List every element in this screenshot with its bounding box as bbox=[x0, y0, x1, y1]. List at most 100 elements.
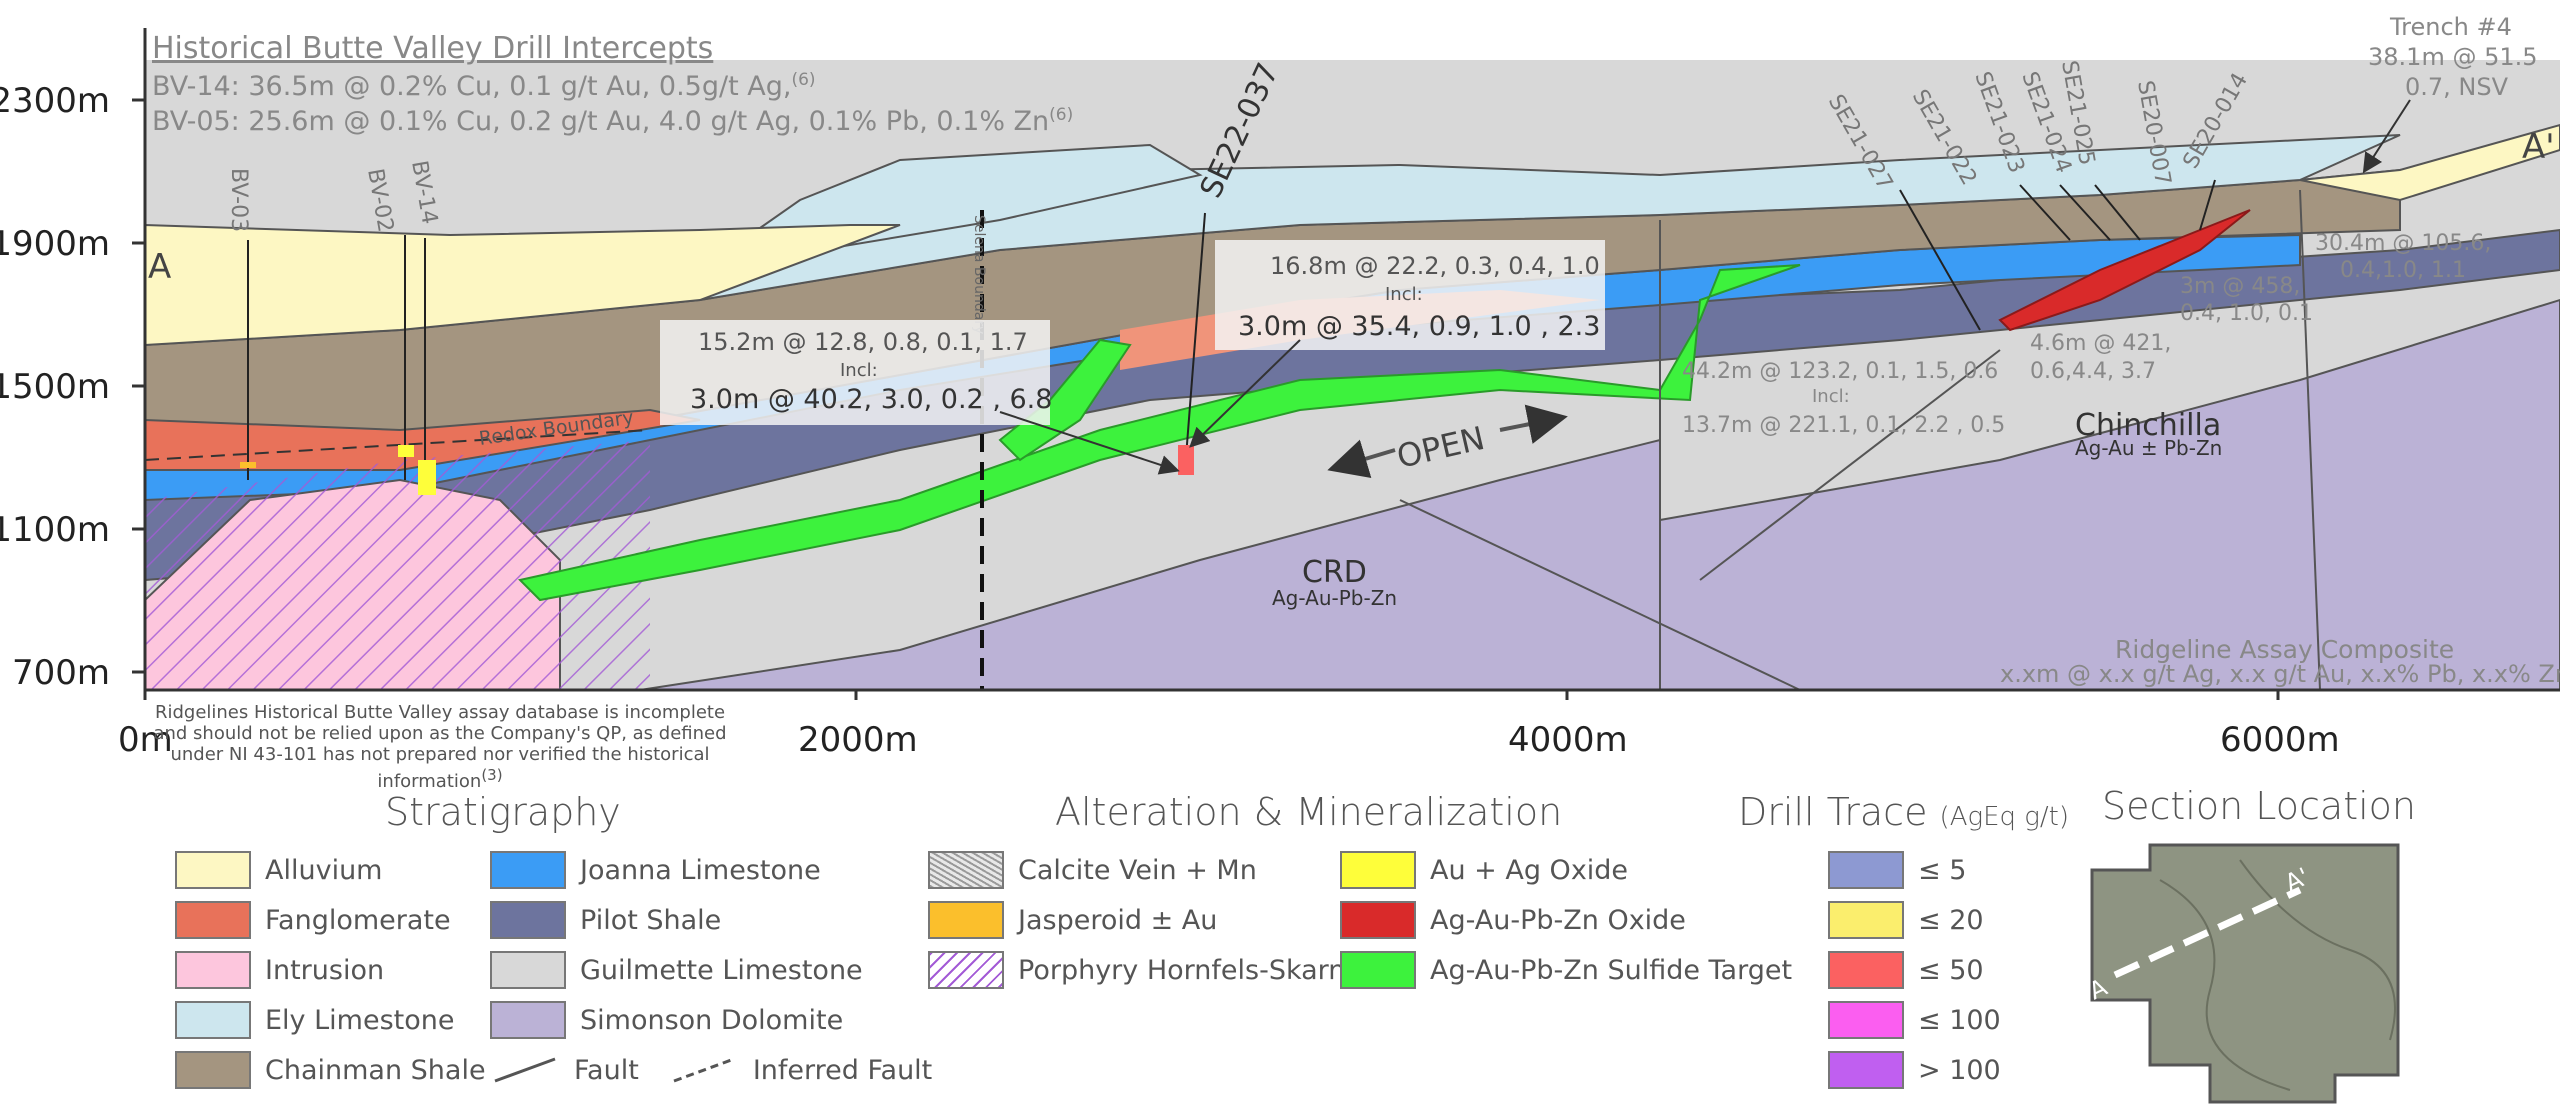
sulfide-target-zone bbox=[518, 264, 1801, 602]
geologic-cross-section: Selena Boundary Redox Boundary BV-03 BV-… bbox=[0, 13, 2560, 700]
legend-item-trace-5: ≤ 5 bbox=[1828, 850, 1966, 890]
intercept-box-b bbox=[1215, 240, 1605, 350]
x-tick-6000: 6000m bbox=[2220, 720, 2340, 760]
legend-swatch bbox=[490, 901, 566, 939]
porphyry-hornfels-skarn bbox=[145, 440, 650, 690]
intercept-a-line1: 15.2m @ 12.8, 0.8, 0.1, 1.7 bbox=[698, 328, 1028, 356]
intercept-f-line1: 30.4m @ 105.6, bbox=[2315, 231, 2491, 256]
intercept-e-line1: 3m @ 458, bbox=[2180, 274, 2300, 299]
legend-swatch bbox=[1340, 851, 1416, 889]
x-axis-ticks bbox=[143, 690, 2280, 700]
legend-item-porphyry-hornfels-skarn: Porphyry Hornfels-Skarn bbox=[928, 950, 1345, 990]
legend-swatch bbox=[928, 851, 1004, 889]
trench-intercept-line1: 38.1m @ 51.5 bbox=[2368, 43, 2538, 71]
trench-label: Trench #4 bbox=[2389, 13, 2512, 41]
legend-swatch bbox=[175, 1051, 251, 1089]
legend-swatch bbox=[1828, 1001, 1904, 1039]
section-start-label: A bbox=[148, 247, 171, 287]
crd-sub-label: Ag-Au-Pb-Zn bbox=[1272, 586, 1397, 610]
chinchilla-label: Chinchilla bbox=[2075, 408, 2221, 443]
intercept-c-line1: 44.2m @ 123.2, 0.1, 1.5, 0.6 bbox=[1682, 359, 1998, 384]
fault-line-swatch bbox=[494, 1057, 556, 1083]
inferred-fault-line-swatch bbox=[673, 1057, 735, 1083]
legend-swatch bbox=[175, 951, 251, 989]
section-location-map: A A' bbox=[2090, 843, 2400, 1104]
legend-item-pilot-shale: Pilot Shale bbox=[490, 900, 721, 940]
header-title: Historical Butte Valley Drill Intercepts bbox=[152, 31, 713, 66]
intercept-b-leader bbox=[1189, 339, 1301, 448]
bv-03-assay bbox=[240, 462, 256, 468]
legend-item-fault: Fault Inferred Fault bbox=[490, 1050, 932, 1090]
legend-item-intrusion: Intrusion bbox=[175, 950, 384, 990]
header-line2: BV-05: 25.6m @ 0.1% Cu, 0.2 g/t Au, 4.0 … bbox=[152, 105, 1073, 137]
bv-14-assay bbox=[418, 460, 436, 495]
legend-swatch bbox=[490, 951, 566, 989]
intercept-b-line2: 3.0m @ 35.4, 0.9, 1.0 , 2.3 bbox=[1238, 311, 1600, 342]
header-line1: BV-14: 36.5m @ 0.2% Cu, 0.1 g/t Au, 0.5g… bbox=[152, 70, 816, 102]
fault-lines bbox=[1399, 189, 2321, 691]
intercept-b-line1: 16.8m @ 22.2, 0.3, 0.4, 1.0 bbox=[1270, 252, 1600, 280]
y-tick-1100: 1100m bbox=[0, 510, 110, 550]
legend-item-trace-50: ≤ 50 bbox=[1828, 950, 1984, 990]
legend-item-calcite-vein: Calcite Vein + Mn bbox=[928, 850, 1257, 890]
section-end-label: A' bbox=[2522, 127, 2555, 167]
y-axis-ticks bbox=[132, 98, 145, 674]
open-arrow-right bbox=[1499, 404, 1568, 444]
legend-swatch bbox=[490, 851, 566, 889]
legend-item-simonson-dolomite: Simonson Dolomite bbox=[490, 1000, 843, 1040]
ridgeline-assay-title: Ridgeline Assay Composite bbox=[2115, 635, 2454, 664]
x-tick-4000: 4000m bbox=[1508, 720, 1628, 760]
intercept-b-incl: Incl: bbox=[1385, 284, 1423, 305]
y-tick-700: 700m bbox=[12, 653, 110, 693]
trench-intercept-line2: 0.7, NSV bbox=[2405, 73, 2509, 101]
disclaimer-note: Ridgelines Historical Butte Valley assay… bbox=[153, 702, 727, 792]
intercept-d-line1: 4.6m @ 421, bbox=[2030, 331, 2171, 356]
intercept-e-line2: 0.4, 1.0, 0.1 bbox=[2180, 301, 2313, 326]
section-line bbox=[2113, 886, 2302, 979]
crd-label: CRD bbox=[1302, 555, 1367, 590]
x-tick-0: 0m bbox=[118, 720, 173, 760]
trench-leader bbox=[2362, 99, 2411, 174]
alluvium-unit bbox=[144, 223, 901, 347]
intercept-c-incl: Incl: bbox=[1812, 386, 1850, 407]
legend-swatch bbox=[928, 901, 1004, 939]
legend-item-fanglomerate: Fanglomerate bbox=[175, 900, 451, 940]
legend-swatch bbox=[1340, 901, 1416, 939]
y-tick-1500: 1500m bbox=[0, 367, 110, 407]
selena-boundary-label: Selena Boundary bbox=[971, 215, 987, 334]
chinchilla-sub-label: Ag-Au ± Pb-Zn bbox=[2075, 436, 2222, 460]
intercept-f-line2: 0.4,1.0, 1.1 bbox=[2340, 258, 2466, 283]
drill-holes bbox=[247, 179, 2216, 480]
legend-swatch bbox=[1828, 901, 1904, 939]
legend-stratigraphy-title: Stratigraphy bbox=[385, 790, 621, 834]
legend-item-trace-over-100: > 100 bbox=[1828, 1050, 2001, 1090]
legend-item-chainman-shale: Chainman Shale bbox=[175, 1050, 486, 1090]
x-tick-2000: 2000m bbox=[798, 720, 918, 760]
legend-swatch bbox=[1828, 1051, 1904, 1089]
alluvium-surface bbox=[2299, 123, 2560, 202]
legend-item-jasperoid: Jasperoid ± Au bbox=[928, 900, 1217, 940]
legend-section-location-title: Section Location bbox=[2102, 784, 2416, 828]
legend-item-joanna-limestone: Joanna Limestone bbox=[490, 850, 821, 890]
legend-item-alluvium: Alluvium bbox=[175, 850, 382, 890]
y-tick-1900: 1900m bbox=[0, 224, 110, 264]
legend-item-trace-20: ≤ 20 bbox=[1828, 900, 1984, 940]
bv-02-assay bbox=[398, 445, 414, 457]
legend-swatch bbox=[1340, 951, 1416, 989]
legend-swatch bbox=[175, 901, 251, 939]
legend-drill-trace-title: Drill Trace (AgEq g/t) bbox=[1738, 790, 2069, 834]
legend-item-trace-100: ≤ 100 bbox=[1828, 1000, 2001, 1040]
legend-swatch bbox=[928, 951, 1004, 989]
legend-item-sulfide-target: Ag-Au-Pb-Zn Sulfide Target bbox=[1340, 950, 1792, 990]
legend-swatch bbox=[490, 1001, 566, 1039]
oxide-zone-chinchilla bbox=[1998, 209, 2251, 332]
intercept-c-line2: 13.7m @ 221.1, 0.1, 2.2 , 0.5 bbox=[1682, 413, 2005, 438]
intercept-a-line2: 3.0m @ 40.2, 3.0, 0.2 , 6.8 bbox=[690, 384, 1052, 415]
legend-swatch bbox=[175, 851, 251, 889]
map-claim-outline bbox=[2090, 843, 2400, 1104]
legend-swatch bbox=[1828, 951, 1904, 989]
legend-item-ely-limestone: Ely Limestone bbox=[175, 1000, 454, 1040]
open-arrow-left bbox=[1327, 439, 1396, 478]
legend-swatch bbox=[1828, 851, 1904, 889]
legend-alteration-title: Alteration & Mineralization bbox=[1055, 790, 1563, 834]
